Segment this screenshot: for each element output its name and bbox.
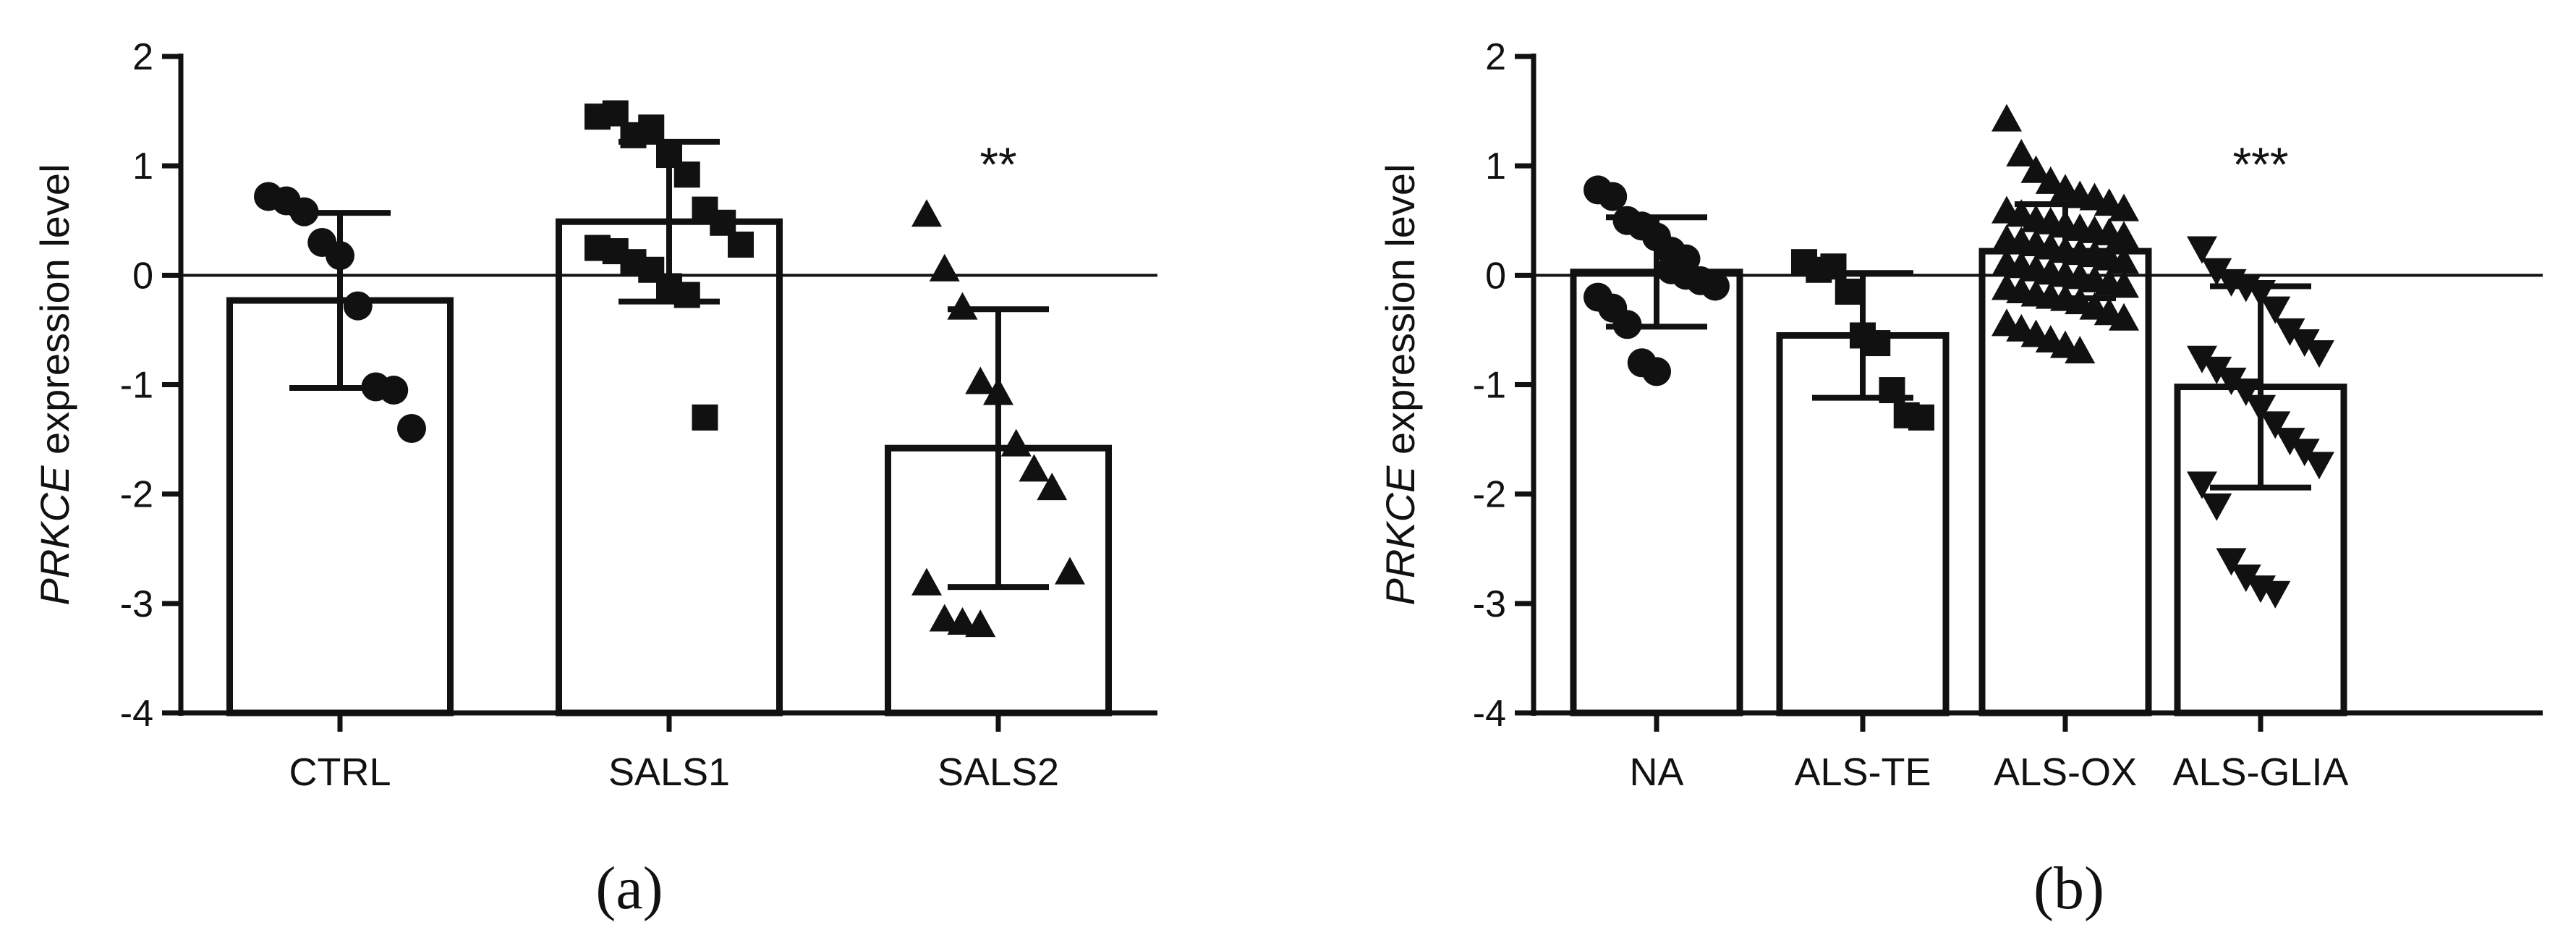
y-tick-label: -2 — [120, 474, 153, 516]
sals2-point-0 — [911, 199, 942, 227]
y-tick-label: 2 — [132, 36, 153, 78]
panel-label: (b) — [2033, 855, 2104, 922]
sals1-point-8 — [728, 232, 754, 258]
sals2-point-11 — [947, 607, 978, 635]
panel-a: ** -4 -3 -2 -1 0 1 2 CTRL SALS1 SALS2 PRKCE express… — [32, 36, 1157, 922]
als-glia-point-12 — [2230, 379, 2261, 407]
sals2-point-10 — [929, 604, 960, 632]
als-te-point-3 — [1835, 279, 1861, 305]
als-ox-point-17 — [2109, 221, 2139, 249]
error-bar-als-te — [1812, 270, 1913, 401]
category-label-als-glia: ALS-GLIA — [2172, 751, 2348, 794]
als-glia-point-15 — [2274, 428, 2305, 456]
axes: -4 -3 -2 -1 0 1 2 CTRL SALS1 SALS2 — [120, 36, 1157, 794]
points-als-ox — [1991, 103, 2139, 364]
error-bar-ctrl — [289, 210, 391, 392]
als-te-point-5 — [1864, 330, 1891, 357]
als-glia-point-1 — [2201, 258, 2232, 286]
als-ox-point-8 — [2109, 193, 2139, 221]
significance-sals2: ** — [979, 138, 1016, 191]
y-tick-label: -4 — [120, 693, 153, 735]
points-na — [1584, 175, 1730, 386]
panel-label: (a) — [595, 855, 663, 922]
sals1-point-15 — [692, 404, 718, 431]
als-glia-point-8 — [2304, 340, 2334, 368]
als-glia-point-23 — [2260, 580, 2291, 609]
y-tick-label: -3 — [120, 583, 153, 625]
als-glia-point-18 — [2187, 471, 2217, 499]
als-ox-point-0 — [1991, 103, 2022, 132]
y-tick-label: -1 — [120, 365, 153, 407]
sals1-point-5 — [673, 161, 700, 188]
category-label-als-ox: ALS-OX — [1994, 751, 2137, 794]
error-bar-als-ox — [2015, 201, 2116, 302]
error-bar-als-glia — [2210, 283, 2311, 491]
category-label-sals2: SALS2 — [938, 751, 1059, 794]
sals2-point-5 — [1000, 428, 1032, 457]
als-glia-point-6 — [2274, 318, 2305, 346]
als-glia-point-21 — [2230, 565, 2261, 593]
na-point-15 — [1671, 244, 1701, 274]
als-glia-point-17 — [2304, 452, 2334, 480]
sals2-point-8 — [1055, 557, 1085, 585]
category-label-na: NA — [1629, 751, 1683, 794]
points-als-te — [1791, 249, 1934, 431]
y-tick-label: -2 — [1473, 474, 1506, 516]
sals1-point-1 — [602, 100, 629, 127]
als-ox-point-26 — [2109, 246, 2139, 274]
y-tick-label: -4 — [1473, 693, 1506, 735]
na-point-1 — [1598, 182, 1628, 211]
als-ox-point-2 — [2020, 155, 2052, 183]
significance-als-glia: *** — [2232, 138, 2288, 191]
als-glia-point-9 — [2187, 345, 2217, 373]
panel-b: *** -4 -3 -2 -1 0 1 2 NA ALS-TE ALS-OX ALS-GLIA PRKC… — [1377, 36, 2543, 922]
als-ox-point-50 — [2065, 336, 2096, 364]
y-tick-label: -3 — [1473, 583, 1506, 625]
als-glia-point-14 — [2260, 411, 2291, 439]
y-tick-label: 1 — [132, 145, 153, 187]
als-glia-point-19 — [2201, 493, 2232, 521]
als-glia-point-20 — [2216, 548, 2247, 576]
als-glia-point-11 — [2216, 367, 2247, 395]
bar-na — [1570, 269, 1743, 717]
error-bar-sals1 — [619, 138, 720, 305]
als-glia-point-5 — [2260, 296, 2291, 324]
na-point-8 — [1701, 271, 1730, 301]
sals2-point-7 — [1037, 473, 1068, 501]
ctrl-point-8 — [397, 413, 426, 443]
als-ox-point-35 — [2109, 270, 2139, 298]
sals2-point-9 — [911, 567, 942, 596]
y-tick-label: 2 — [1485, 36, 1506, 78]
category-label-sals1: SALS1 — [608, 751, 730, 794]
category-label-ctrl: CTRL — [289, 751, 391, 794]
sals2-point-3 — [965, 366, 996, 394]
points-sals2 — [911, 199, 1085, 638]
ctrl-point-5 — [343, 291, 373, 321]
sals2-point-12 — [965, 609, 996, 638]
error-bar-sals2 — [948, 306, 1049, 591]
axes: -4 -3 -2 -1 0 1 2 NA ALS-TE ALS-OX ALS-GLIA — [1473, 36, 2543, 794]
als-te-point-8 — [1908, 404, 1934, 431]
sals1-point-3 — [638, 114, 665, 141]
sals2-point-2 — [947, 292, 978, 320]
na-point-13 — [1642, 357, 1671, 386]
als-glia-point-7 — [2289, 329, 2320, 358]
y-tick-label: 1 — [1485, 145, 1506, 187]
y-axis-title: PRKCE expression level — [1377, 164, 1423, 605]
y-tick-label: -1 — [1473, 365, 1506, 407]
y-tick-label: 0 — [132, 255, 153, 297]
als-glia-point-10 — [2201, 356, 2232, 384]
als-ox-point-1 — [2006, 139, 2037, 167]
sals2-point-6 — [1019, 454, 1050, 482]
als-glia-point-0 — [2187, 236, 2217, 264]
sals2-point-1 — [929, 253, 960, 282]
sals1-point-7 — [710, 209, 736, 236]
y-tick-label: 0 — [1485, 255, 1506, 297]
y-axis-title: PRKCE expression level — [32, 164, 77, 605]
als-ox-point-44 — [2109, 303, 2139, 331]
ctrl-point-7 — [379, 376, 409, 405]
error-bar-na — [1606, 214, 1707, 330]
category-label-als-te: ALS-TE — [1794, 751, 1931, 794]
